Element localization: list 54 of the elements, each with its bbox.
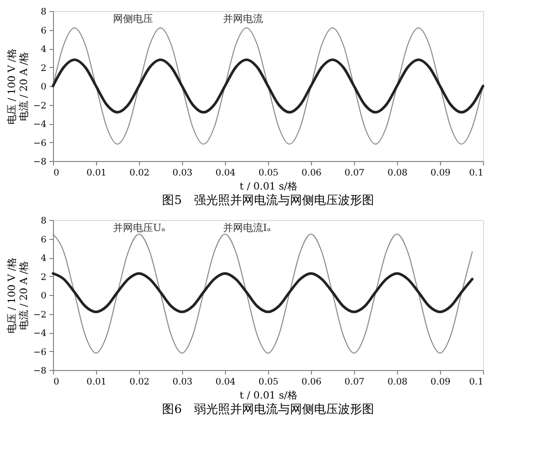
- x-tick-label: 0.04: [215, 168, 236, 178]
- y-tick-label: −4: [33, 329, 47, 339]
- text: 电压 / 100 V /格: [7, 258, 18, 334]
- y-tick-label: −2: [33, 310, 46, 320]
- x-tick-label: 0: [54, 378, 60, 388]
- y-tick-label: 6: [40, 26, 47, 36]
- text: 图6 弱光照并网电流与网侧电压波形图: [162, 402, 374, 416]
- x-tick-label: 0.03: [172, 378, 193, 388]
- y-tick-label: 0: [40, 82, 47, 92]
- text: 电流 / 20 A /格: [19, 52, 30, 122]
- annotation: 并网电流Iₐ: [223, 222, 271, 234]
- y-tick-label: 4: [40, 45, 47, 55]
- x-tick-label: 0.04: [215, 378, 236, 388]
- x-tick-label: 0.08: [387, 168, 408, 178]
- y-tick-label: −8: [33, 366, 47, 376]
- x-tick-label: 0.06: [301, 168, 322, 178]
- x-tick-label: 0.05: [258, 378, 279, 388]
- x-tick-label: 0.01: [86, 378, 107, 388]
- y-tick-label: −6: [33, 138, 47, 149]
- text: 电流 / 20 A /格: [19, 260, 30, 330]
- x-tick-label: 0.08: [387, 378, 408, 388]
- y-tick-label: 8: [40, 8, 47, 18]
- y-tick-label: −6: [33, 348, 47, 358]
- annotation: 并网电压Uₐ: [113, 222, 166, 234]
- x-tick-label: 0.01: [86, 168, 107, 178]
- annotation: 网侧电压: [113, 13, 153, 25]
- line-series: [52, 58, 484, 114]
- x-tick-label: 0.02: [129, 168, 150, 178]
- y-tick-label: 2: [40, 272, 46, 283]
- line-series: [52, 272, 474, 314]
- x-tick-label: 0.02: [129, 378, 150, 388]
- annotation: 并网电流: [223, 13, 263, 25]
- x-tick-label: 0: [54, 168, 60, 178]
- x-tick-label: 0.03: [172, 168, 193, 178]
- y-tick-label: 8: [40, 216, 47, 226]
- x-tick-label: 0.09: [430, 378, 451, 388]
- text: 电压 / 100 V /格: [7, 48, 18, 124]
- x-tick-label: 0.1: [469, 378, 484, 388]
- x-tick-label: 0.07: [344, 168, 365, 178]
- text: 图5 强光照并网电流与网侧电压波形图: [162, 193, 374, 207]
- y-tick-label: −8: [33, 158, 47, 168]
- x-tick-label: 0.05: [258, 168, 279, 178]
- y-tick-label: 0: [40, 292, 47, 302]
- y-tick-label: 2: [40, 64, 46, 74]
- x-axis-title: t / 0.01 s/格: [240, 390, 298, 402]
- x-axis-title: t / 0.01 s/格: [240, 180, 298, 192]
- x-tick-label: 0.1: [469, 168, 484, 178]
- y-tick-label: 4: [40, 254, 47, 264]
- y-tick-label: −4: [33, 120, 47, 130]
- y-tick-label: 6: [40, 235, 47, 246]
- x-tick-label: 0.07: [344, 378, 365, 388]
- x-tick-label: 0.06: [301, 378, 322, 388]
- y-tick-label: −2: [33, 101, 46, 112]
- x-tick-label: 0.09: [430, 168, 451, 178]
